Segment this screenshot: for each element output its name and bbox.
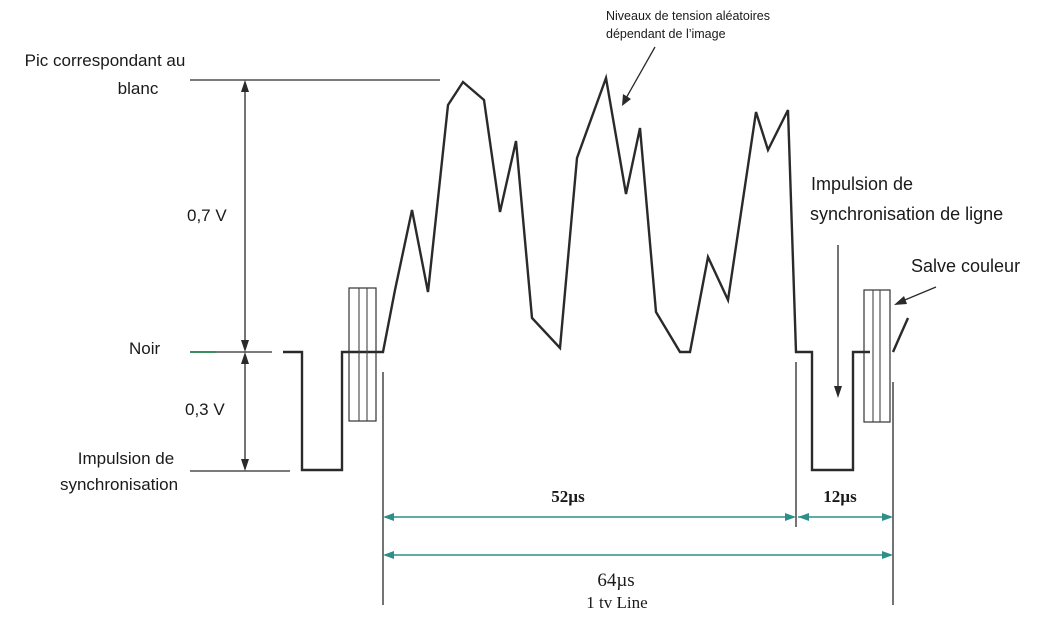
sync-pulse-label-line1: Impulsion de [78,449,174,468]
blanking-duration-arrowhead-right [882,513,893,521]
active-duration-arrowhead-right [785,513,796,521]
line-duration-label: 64µs [597,570,634,591]
video-signal-waveform [283,73,870,472]
color-burst-arrowhead [894,296,907,305]
color-burst-box-right [863,289,891,423]
color-burst-box-left [348,287,377,422]
random-levels-arrowhead [622,94,631,106]
line-sync-label-line1: Impulsion de [811,174,913,194]
blanking-duration-label: 12µs [823,487,857,506]
sync-amplitude-label: 0,3 V [185,400,225,419]
black-level-label: Noir [129,339,161,358]
random-levels-label-line1: Niveaux de tension aléatoires [606,9,770,23]
active-duration-label: 52µs [551,487,585,506]
line-sync-arrowhead [834,386,842,398]
white-peak-label-line2: blanc [118,79,159,98]
random-levels-arrow [624,46,656,101]
next-line-waveform [891,317,910,353]
white-peak-label-line1: Pic correspondant au [25,51,186,70]
video-amplitude-arrowhead-bottom [241,340,249,352]
color-burst-label: Salve couleur [911,256,1020,276]
random-levels-label-line2: dépendant de l’image [606,27,726,41]
line-sync-label-line2: synchronisation de ligne [810,204,1003,224]
line-duration-arrowhead-left [383,551,394,559]
color-burst-arrow [899,286,937,303]
sync-amplitude-arrowhead-top [241,352,249,364]
sync-amplitude-arrowhead-bottom [241,459,249,471]
video-amplitude-arrowhead-top [241,80,249,92]
blanking-duration-arrowhead-left [798,513,809,521]
video-amplitude-label: 0,7 V [187,206,227,225]
active-duration-arrowhead-left [383,513,394,521]
line-duration-arrowhead-right [882,551,893,559]
line-caption: 1 tv Line [586,593,647,612]
sync-pulse-label-line2: synchronisation [60,475,178,494]
